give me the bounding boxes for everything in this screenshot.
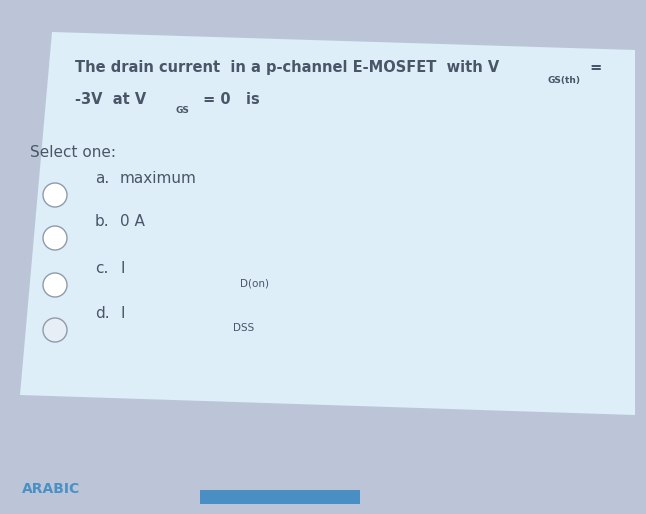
Text: ARABIC: ARABIC (22, 482, 80, 496)
Text: =: = (585, 60, 602, 75)
Text: I: I (120, 261, 125, 276)
Text: b.: b. (95, 214, 110, 229)
Text: d.: d. (95, 306, 110, 321)
Text: D(on): D(on) (240, 278, 269, 288)
Text: Select one:: Select one: (30, 145, 116, 160)
Polygon shape (20, 32, 635, 415)
Circle shape (43, 226, 67, 250)
Circle shape (43, 273, 67, 297)
Text: GS: GS (175, 106, 189, 115)
Text: -3V  at V: -3V at V (75, 92, 146, 107)
Text: I: I (120, 306, 125, 321)
Text: = 0   is: = 0 is (198, 92, 260, 107)
Text: a.: a. (95, 171, 109, 186)
Text: DSS: DSS (233, 323, 255, 333)
Text: GS(th): GS(th) (548, 76, 581, 85)
Circle shape (43, 318, 67, 342)
Circle shape (43, 183, 67, 207)
Text: c.: c. (95, 261, 109, 276)
Bar (200, 490, 360, 504)
Text: The drain current  in a p-channel E-MOSFET  with V: The drain current in a p-channel E-MOSFE… (75, 60, 499, 75)
Text: 0 A: 0 A (120, 214, 145, 229)
Text: maximum: maximum (120, 171, 197, 186)
